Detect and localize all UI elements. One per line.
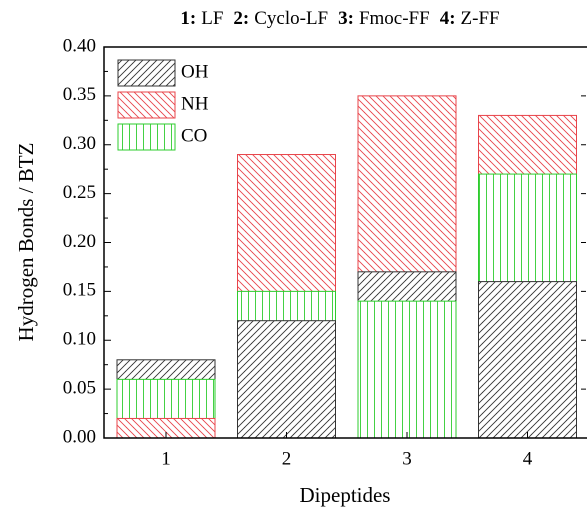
title-number: 2: — [233, 8, 249, 29]
y-tick-label: 0.40 — [63, 35, 96, 56]
legend-label: NH — [181, 93, 209, 114]
title-number: 1: — [180, 8, 196, 29]
x-tick-label: 3 — [402, 448, 412, 469]
title-name: Cyclo-LF — [254, 8, 328, 29]
legend-swatch — [117, 123, 176, 151]
y-tick-label: 0.25 — [63, 182, 96, 203]
title-number: 3: — [338, 8, 354, 29]
y-tick-label: 0.05 — [63, 377, 96, 398]
x-tick-label: 2 — [282, 448, 292, 469]
bar — [357, 300, 457, 439]
legend-swatch — [117, 59, 176, 87]
y-tick-label: 0.30 — [63, 133, 96, 154]
title-number: 4: — [440, 8, 456, 29]
legend-label: OH — [181, 61, 209, 82]
x-tick-label: 4 — [523, 448, 533, 469]
x-axis-label: Dipeptides — [300, 483, 391, 507]
x-tick-label: 1 — [161, 448, 171, 469]
title-name: LF — [201, 8, 223, 29]
bar — [237, 320, 336, 439]
y-tick-label: 0.20 — [63, 231, 96, 252]
y-tick-label: 0.35 — [63, 84, 96, 105]
chart-title: 1: LF 2: Cyclo-LF 3: Fmoc-FF 4: Z-FF — [180, 8, 499, 29]
legend-swatch — [117, 91, 176, 119]
y-tick-label: 0.15 — [63, 280, 96, 301]
y-tick-label: 0.10 — [63, 329, 96, 350]
title-name: Fmoc-FF — [359, 8, 430, 29]
bar — [478, 281, 577, 439]
y-tick-label: 0.00 — [63, 426, 96, 447]
y-axis-label: Hydrogen Bonds / BTZ — [14, 143, 38, 342]
title-name: Z-FF — [461, 8, 500, 29]
legend-label: CO — [181, 125, 207, 146]
